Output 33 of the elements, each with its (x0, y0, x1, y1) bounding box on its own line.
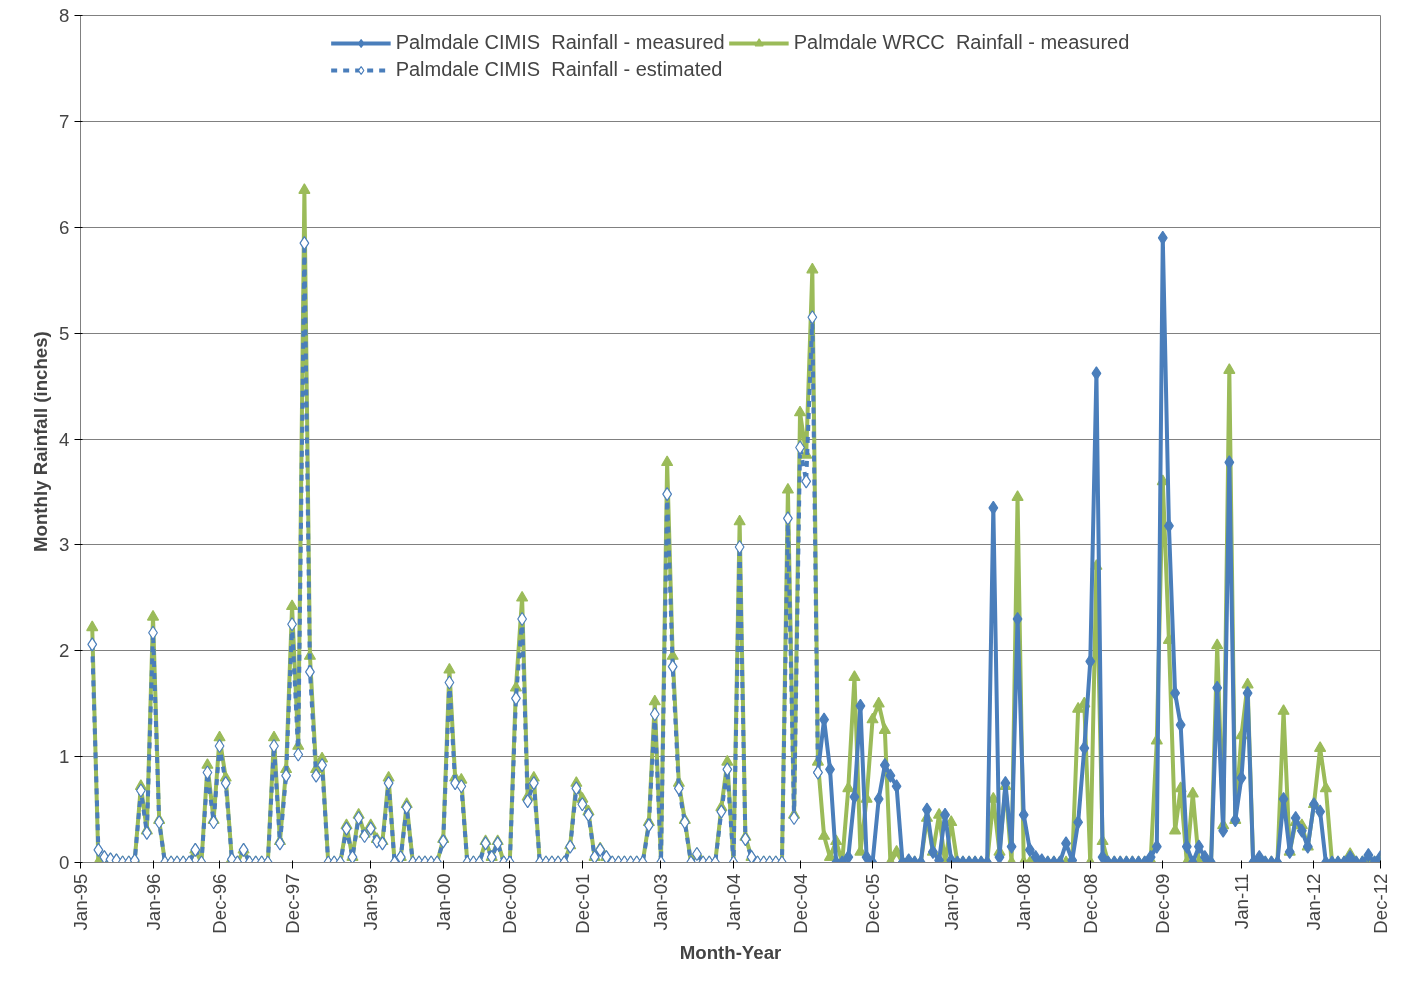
x-tick-label: Dec-04 (789, 873, 811, 934)
x-tick-label: Dec-05 (862, 873, 884, 934)
x-tick-label: Jan-08 (1013, 873, 1035, 931)
x-tick-label: Jan-00 (432, 873, 454, 931)
y-tick-label: 4 (59, 428, 70, 450)
x-tick-label: Dec-01 (571, 873, 593, 934)
y-tick-label: 8 (59, 5, 70, 26)
legend-label: Palmdale CIMIS Rainfall - measured (395, 31, 725, 54)
y-axis-title: Monthly Rainfall (inches) (30, 331, 52, 552)
x-tick-label: Dec-97 (281, 873, 303, 934)
x-tick-label: Dec-96 (209, 873, 231, 934)
x-tick-label: Dec-00 (499, 873, 521, 934)
y-tick-label: 6 (59, 216, 70, 238)
x-tick-label: Jan-96 (142, 873, 164, 931)
x-tick-label: Jan-99 (360, 873, 382, 931)
y-tick-label: 2 (59, 640, 70, 662)
x-tick-label: Jan-11 (1230, 873, 1252, 930)
legend-label: Palmdale WRCC Rainfall - measured (793, 31, 1130, 54)
x-tick-label: Dec-12 (1370, 873, 1391, 934)
y-tick-label: 7 (59, 110, 70, 132)
legend-label: Palmdale CIMIS Rainfall - estimated (395, 58, 723, 81)
x-axis-title: Month-Year (679, 941, 782, 963)
x-tick-label: Jan-03 (650, 873, 672, 931)
y-tick-label: 3 (59, 534, 70, 556)
x-tick-label: Dec-08 (1079, 873, 1101, 934)
x-tick-label: Dec-09 (1152, 873, 1174, 934)
y-tick-label: 0 (59, 852, 70, 873)
x-tick-label: Jan-07 (940, 873, 962, 931)
x-tick-label: Jan-04 (722, 873, 744, 931)
y-tick-label: 1 (59, 746, 70, 768)
x-tick-label: Jan-95 (70, 873, 91, 931)
y-tick-label: 5 (59, 322, 70, 344)
x-tick-label: Jan-12 (1303, 873, 1325, 931)
